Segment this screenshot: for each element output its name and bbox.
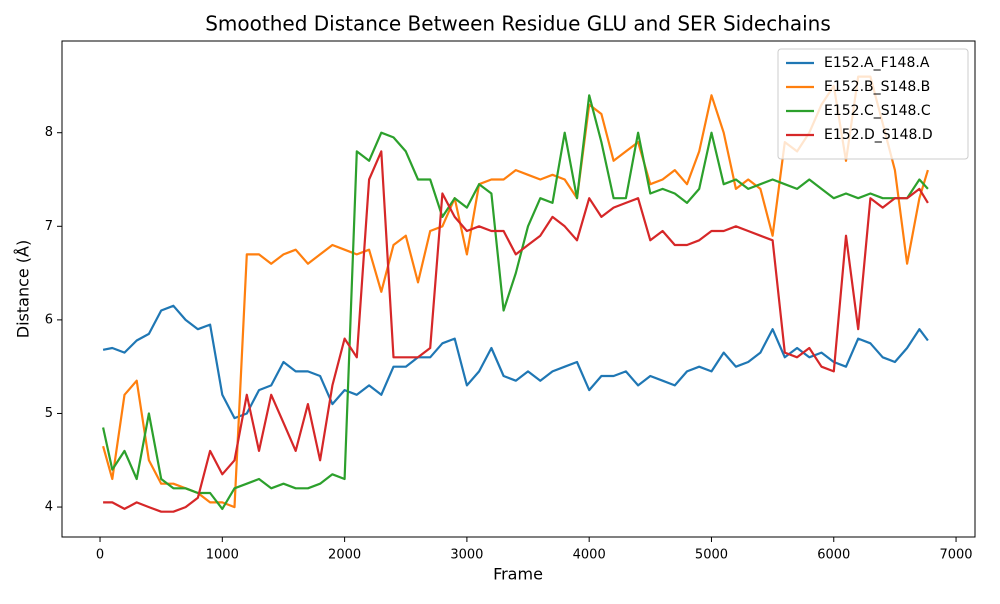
y-tick-label: 7 [45, 219, 53, 234]
x-tick-label: 3000 [450, 548, 483, 563]
series-line [102, 94, 929, 510]
chart-title: Smoothed Distance Between Residue GLU an… [205, 12, 831, 36]
legend-label: E152.B_S148.B [824, 79, 930, 95]
x-tick-label: 0 [96, 548, 104, 563]
series-line [102, 304, 929, 420]
x-tick-label: 5000 [695, 548, 728, 563]
y-axis-label: Distance (Å) [14, 240, 33, 338]
x-axis-label: Frame [493, 565, 543, 584]
legend-label: E152.C_S148.C [824, 103, 931, 119]
series-line [103, 150, 929, 513]
legend-box [777, 48, 969, 160]
x-tick-label: 7000 [939, 548, 972, 563]
legend-label: E152.A_F148.A [824, 55, 930, 71]
legend-label: E152.D_S148.D [824, 127, 933, 143]
x-tick-label: 1000 [206, 548, 239, 563]
y-tick-label: 6 [45, 312, 53, 327]
x-tick-label: 4000 [573, 548, 606, 563]
y-tick-label: 4 [45, 500, 53, 515]
x-tick-label: 2000 [328, 548, 361, 563]
x-tick-label: 6000 [817, 548, 850, 563]
y-tick-label: 8 [45, 125, 53, 140]
y-tick-label: 5 [45, 406, 53, 421]
plot-frame [61, 40, 976, 538]
